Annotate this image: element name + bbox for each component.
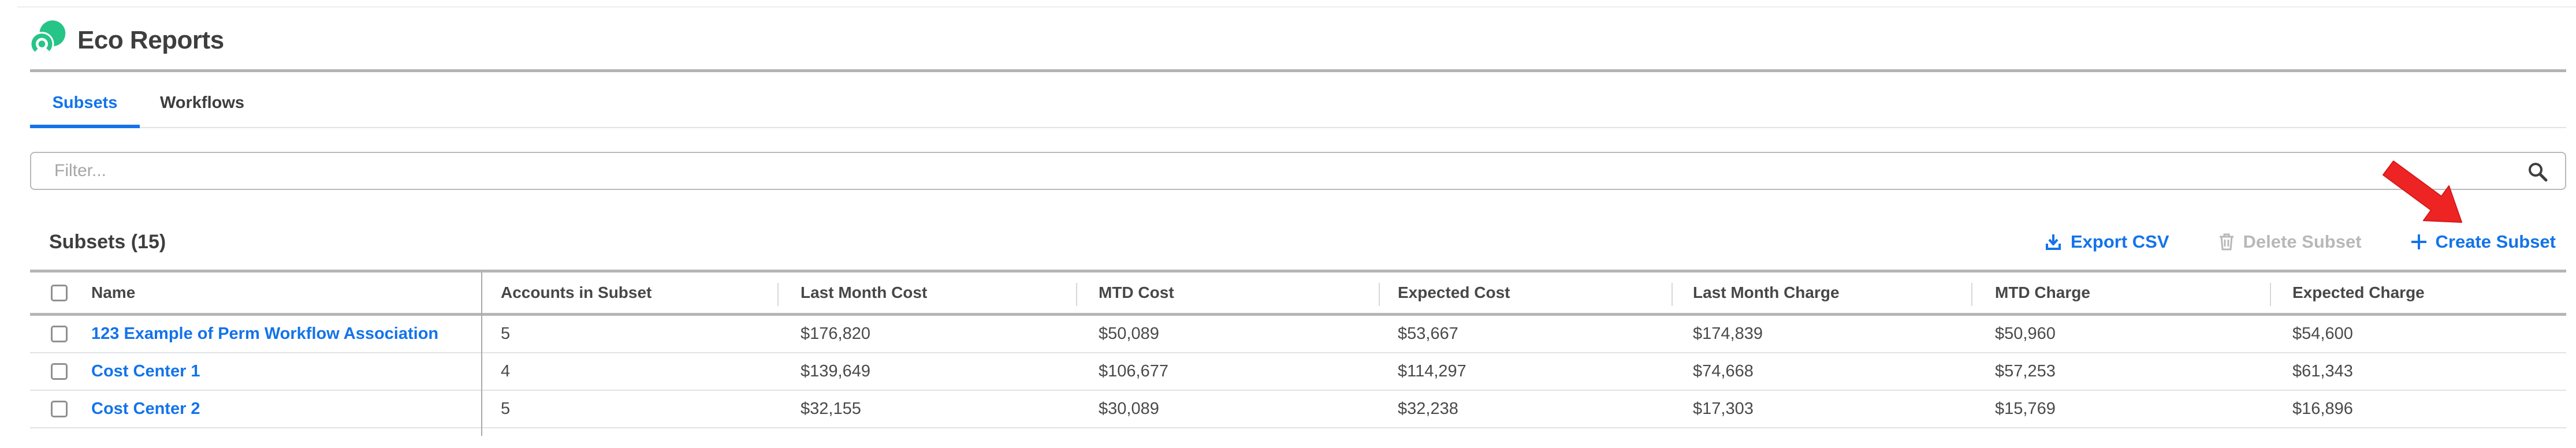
column-header-name: Name xyxy=(91,283,136,301)
search-icon[interactable] xyxy=(2527,161,2549,183)
cell-accounts: 5 xyxy=(501,400,511,418)
column-header-accounts: Accounts in Subset xyxy=(501,283,652,301)
cell-expected-charge: $54,600 xyxy=(2292,324,2353,343)
active-tab-underline xyxy=(30,125,140,128)
subsets-count-heading: Subsets (15) xyxy=(49,230,166,253)
toolbar: Subsets (15) Export CSV Delete S xyxy=(49,227,2556,257)
tab-subsets[interactable]: Subsets xyxy=(52,93,118,112)
column-divider xyxy=(2270,283,2271,306)
table-header-row: Name Accounts in Subset Last Month Cost … xyxy=(30,272,2566,316)
subsets-table: Name Accounts in Subset Last Month Cost … xyxy=(30,270,2566,436)
column-divider xyxy=(1076,283,1077,306)
cell-mtd-charge: $15,769 xyxy=(1995,400,2056,418)
cell-last-month-charge: $174,839 xyxy=(1693,324,1763,343)
cell-expected-charge: $61,343 xyxy=(2292,362,2353,380)
cell-accounts: 5 xyxy=(501,324,511,343)
cell-last-month-cost: $32,155 xyxy=(801,400,861,418)
cell-mtd-cost: $50,089 xyxy=(1099,324,1159,343)
column-header-expected-charge: Expected Charge xyxy=(2292,283,2425,301)
column-header-last-month-cost: Last Month Cost xyxy=(801,283,928,301)
table-row: Cost Center 1 4 $139,649 $106,677 $114,2… xyxy=(30,353,2566,391)
subset-name-link[interactable]: 123 Example of Perm Workflow Association xyxy=(91,324,439,343)
cell-expected-cost: $53,667 xyxy=(1398,324,1458,343)
cell-mtd-cost: $106,677 xyxy=(1099,362,1168,380)
column-divider xyxy=(777,283,779,306)
create-subset-label: Create Subset xyxy=(2435,232,2556,252)
toolbar-actions: Export CSV Delete Subset Create Subset xyxy=(2044,232,2556,252)
top-hairline xyxy=(17,6,2576,8)
column-header-mtd-charge: MTD Charge xyxy=(1995,283,2090,301)
subset-name-link[interactable]: Cost Center 2 xyxy=(91,400,200,418)
row-checkbox[interactable] xyxy=(51,326,68,342)
cell-mtd-charge: $57,253 xyxy=(1995,362,2056,380)
cell-last-month-charge: $17,303 xyxy=(1693,400,1754,418)
column-header-last-month-charge: Last Month Charge xyxy=(1693,283,1840,301)
cell-last-month-cost: $176,820 xyxy=(801,324,870,343)
cell-expected-cost: $114,297 xyxy=(1398,362,1466,380)
tab-bar: Subsets Workflows xyxy=(30,81,265,125)
column-header-expected-cost: Expected Cost xyxy=(1398,283,1510,301)
trash-icon xyxy=(2219,233,2233,251)
row-checkbox[interactable] xyxy=(51,401,68,417)
filter-container xyxy=(30,152,2566,190)
table-row: Cost Center 2 5 $32,155 $30,089 $32,238 … xyxy=(30,391,2566,428)
column-divider xyxy=(1379,283,1380,306)
delete-subset-label: Delete Subset xyxy=(2243,232,2362,252)
export-csv-button[interactable]: Export CSV xyxy=(2044,232,2169,252)
column-header-mtd-cost: MTD Cost xyxy=(1099,283,1174,301)
tab-workflows[interactable]: Workflows xyxy=(159,93,245,112)
header-divider xyxy=(30,69,2566,72)
cell-last-month-charge: $74,668 xyxy=(1693,362,1754,380)
cell-mtd-charge: $50,960 xyxy=(1995,324,2056,343)
export-csv-label: Export CSV xyxy=(2070,232,2169,252)
subset-name-link[interactable]: Cost Center 1 xyxy=(91,362,200,380)
row-checkbox[interactable] xyxy=(51,363,68,380)
column-divider xyxy=(1672,283,1673,306)
page-title: Eco Reports xyxy=(77,26,224,54)
cell-mtd-cost: $30,089 xyxy=(1099,400,1159,418)
delete-subset-button[interactable]: Delete Subset xyxy=(2218,232,2362,252)
tabs-baseline xyxy=(30,127,2566,128)
select-all-checkbox[interactable] xyxy=(51,284,68,301)
table-row: 123 Example of Perm Workflow Association… xyxy=(30,316,2566,353)
eco-swirl-logo-icon xyxy=(29,20,66,57)
plus-icon xyxy=(2411,234,2426,249)
create-subset-button[interactable]: Create Subset xyxy=(2410,232,2556,252)
cell-expected-charge: $16,896 xyxy=(2292,400,2353,418)
cell-accounts: 4 xyxy=(501,362,511,380)
name-column-divider xyxy=(481,272,482,436)
cell-last-month-cost: $139,649 xyxy=(801,362,870,380)
column-divider xyxy=(1971,283,1972,306)
cell-expected-cost: $32,238 xyxy=(1398,400,1458,418)
filter-input[interactable] xyxy=(31,153,2565,189)
download-icon xyxy=(2045,234,2061,250)
